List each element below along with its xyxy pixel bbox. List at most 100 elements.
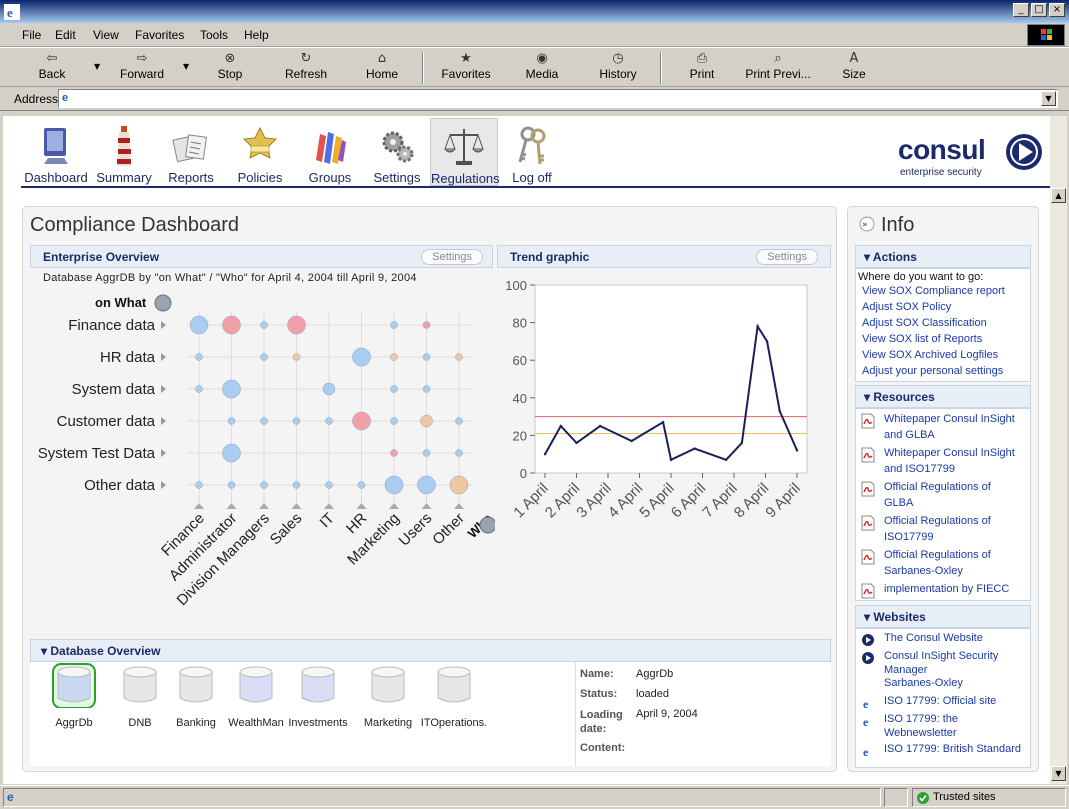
bubble-marketing-system-test-data[interactable] xyxy=(390,449,398,457)
collapse-triangle-icon[interactable]: ▾ xyxy=(864,390,871,404)
scroll-down-icon[interactable]: ▼ xyxy=(1051,766,1066,781)
database-banking[interactable]: Banking xyxy=(168,662,224,729)
info-expand-icon[interactable]: » xyxy=(859,216,875,232)
resource-link-whitepaper-consul-insight-and-glba[interactable]: Whitepaper Consul InSight and GLBA xyxy=(884,413,1015,441)
database-itoperations[interactable]: ITOperations. xyxy=(418,662,490,729)
address-dropdown-icon[interactable]: ▼ xyxy=(1041,91,1056,106)
refresh-button[interactable]: ↻ Refresh xyxy=(284,51,328,82)
bubble-marketing-customer-data[interactable] xyxy=(390,417,398,425)
bubble-other-system-test-data[interactable] xyxy=(455,449,463,457)
bubble-marketing-other-data[interactable] xyxy=(384,475,404,495)
bubble-sales-finance-data[interactable] xyxy=(287,315,306,335)
bubble-it-customer-data[interactable] xyxy=(325,417,333,425)
row-expand-icon[interactable] xyxy=(161,449,166,457)
menu-view[interactable]: View xyxy=(93,28,119,42)
bubble-marketing-hr-data[interactable] xyxy=(390,353,398,361)
menu-edit[interactable]: Edit xyxy=(55,28,76,42)
nav-reports[interactable]: Reports xyxy=(161,118,221,186)
row-expand-icon[interactable] xyxy=(161,321,166,329)
column-expand-icon[interactable] xyxy=(389,503,399,509)
enterprise-settings-button[interactable]: Settings xyxy=(421,249,483,265)
nav-policies[interactable]: Policies xyxy=(229,118,291,186)
row-expand-icon[interactable] xyxy=(161,481,166,489)
bubble-users-finance-data[interactable] xyxy=(422,321,431,329)
row-expand-icon[interactable] xyxy=(161,417,166,425)
bubble-users-customer-data[interactable] xyxy=(420,414,433,428)
resource-link-official-regulations-of-glba[interactable]: Official Regulations of GLBA xyxy=(884,481,991,509)
bubble-division-managers-customer-data[interactable] xyxy=(260,417,268,425)
bubble-division-managers-finance-data[interactable] xyxy=(260,321,268,329)
nav-logoff[interactable]: Log off xyxy=(503,118,561,186)
bubble-marketing-system-data[interactable] xyxy=(390,385,398,393)
minimize-button[interactable]: _ xyxy=(1013,3,1029,17)
trend-settings-button[interactable]: Settings xyxy=(756,249,818,265)
action-link-adjust-sox-policy[interactable]: Adjust SOX Policy xyxy=(862,301,952,313)
home-button[interactable]: ⌂ Home xyxy=(365,51,398,82)
bubble-finance-hr-data[interactable] xyxy=(195,353,203,361)
bubble-sales-other-data[interactable] xyxy=(292,481,301,489)
website-link-iso-17799-official-site[interactable]: ISO 17799: Official site xyxy=(884,695,997,707)
page-scrollbar[interactable]: ▲ ▼ xyxy=(1050,116,1067,784)
print-preview-button[interactable]: ⌕ Print Previ... xyxy=(745,51,811,82)
collapse-triangle-icon[interactable]: ▾ xyxy=(41,644,48,658)
column-expand-icon[interactable] xyxy=(291,503,302,509)
bubble-finance-finance-data[interactable] xyxy=(189,315,209,335)
close-button[interactable]: × xyxy=(1049,3,1065,17)
collapse-triangle-icon[interactable]: ▾ xyxy=(864,250,871,264)
bubble-finance-other-data[interactable] xyxy=(195,481,203,489)
bubble-users-system-test-data[interactable] xyxy=(422,449,431,457)
menu-file[interactable]: File xyxy=(22,28,42,42)
column-expand-icon[interactable] xyxy=(226,503,237,509)
history-button[interactable]: ◷ History xyxy=(599,51,637,82)
bubble-other-hr-data[interactable] xyxy=(455,353,463,361)
resource-link-implementation-by-fiecc[interactable]: implementation by FIECC xyxy=(884,583,1010,595)
back-button[interactable]: ⇦ Back xyxy=(38,51,66,82)
action-link-adjust-your-personal-settings[interactable]: Adjust your personal settings xyxy=(862,365,1004,377)
forward-button[interactable]: ⇨ Forward xyxy=(119,51,164,82)
nav-settings[interactable]: Settings xyxy=(367,118,427,186)
bubble-it-other-data[interactable] xyxy=(325,481,333,489)
size-button[interactable]: A Size xyxy=(842,51,866,82)
website-link-the-consul-website[interactable]: The Consul Website xyxy=(884,632,983,644)
website-link-iso-17799-the-webnewsletter[interactable]: ISO 17799: the Webnewsletter xyxy=(884,713,958,739)
resource-link-official-regulations-of-sarbanes-oxley[interactable]: Official Regulations of Sarbanes-Oxley xyxy=(884,549,991,577)
stop-button[interactable]: ⊗ Stop xyxy=(217,51,243,82)
column-expand-icon[interactable] xyxy=(194,503,204,509)
action-link-view-sox-compliance-report[interactable]: View SOX Compliance report xyxy=(862,285,1005,297)
menu-help[interactable]: Help xyxy=(244,28,269,42)
bubble-finance-system-data[interactable] xyxy=(195,385,203,393)
bubble-hr-other-data[interactable] xyxy=(357,481,366,489)
row-expand-icon[interactable] xyxy=(161,385,166,393)
website-link-consul-insight-security-manager[interactable]: Consul InSight Security Manager xyxy=(884,650,999,676)
nav-groups[interactable]: Groups xyxy=(299,118,361,186)
favorites-button[interactable]: ★ Favorites xyxy=(441,51,491,82)
database-aggrdb[interactable]: AggrDb xyxy=(46,662,102,729)
maximize-button[interactable]: □ xyxy=(1031,3,1047,17)
database-wealthman[interactable]: WealthMan xyxy=(228,662,284,729)
x-axis-toggle-icon[interactable] xyxy=(479,516,495,534)
y-axis-toggle-icon[interactable] xyxy=(154,294,172,312)
bubble-marketing-finance-data[interactable] xyxy=(390,321,398,329)
forward-dropdown-icon[interactable]: ▼ xyxy=(183,62,190,71)
column-expand-icon[interactable] xyxy=(356,503,367,509)
back-dropdown-icon[interactable]: ▼ xyxy=(94,62,101,71)
bubble-other-other-data[interactable] xyxy=(449,475,469,495)
bubble-administrator-system-data[interactable] xyxy=(222,379,241,399)
action-link-adjust-sox-classification[interactable]: Adjust SOX Classification xyxy=(862,317,987,329)
column-expand-icon[interactable] xyxy=(421,503,432,509)
scroll-up-icon[interactable]: ▲ xyxy=(1051,188,1066,203)
nav-summary[interactable]: Summary xyxy=(93,118,155,186)
nav-dashboard[interactable]: Dashboard xyxy=(23,118,89,186)
database-investments[interactable]: Investments xyxy=(282,662,354,729)
bubble-hr-hr-data[interactable] xyxy=(352,347,371,367)
nav-regulations[interactable]: Regulations xyxy=(430,118,500,186)
action-link-view-sox-archived-logfiles[interactable]: View SOX Archived Logfiles xyxy=(862,349,999,361)
resource-link-official-regulations-of-iso17799[interactable]: Official Regulations of ISO17799 xyxy=(884,515,991,543)
bubble-sales-customer-data[interactable] xyxy=(292,417,301,425)
column-expand-icon[interactable] xyxy=(454,503,464,509)
bubble-users-other-data[interactable] xyxy=(417,475,436,495)
bubble-users-hr-data[interactable] xyxy=(422,353,431,361)
column-expand-icon[interactable] xyxy=(324,503,334,509)
print-button[interactable]: ⎙ Print xyxy=(689,51,715,82)
bubble-other-customer-data[interactable] xyxy=(455,417,463,425)
